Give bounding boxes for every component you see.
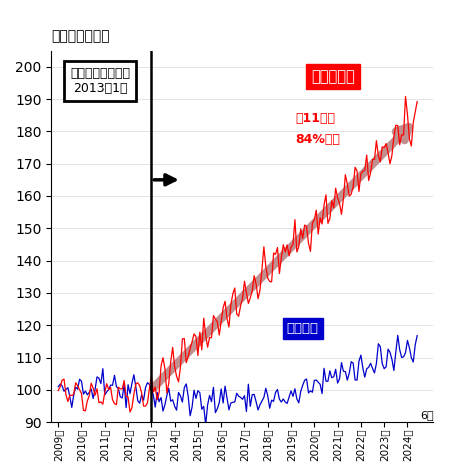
Text: 不動産価格指数: 不動産価格指数 bbox=[51, 29, 110, 43]
Text: 日銀金融緩和発表
2013年1月: 日銀金融緩和発表 2013年1月 bbox=[70, 67, 130, 95]
Text: 約11年で
84%上昇: 約11年で 84%上昇 bbox=[296, 112, 341, 146]
Text: 戸建住宅: 戸建住宅 bbox=[287, 322, 319, 335]
Text: マンション: マンション bbox=[311, 69, 355, 84]
Text: 6月: 6月 bbox=[420, 410, 434, 420]
